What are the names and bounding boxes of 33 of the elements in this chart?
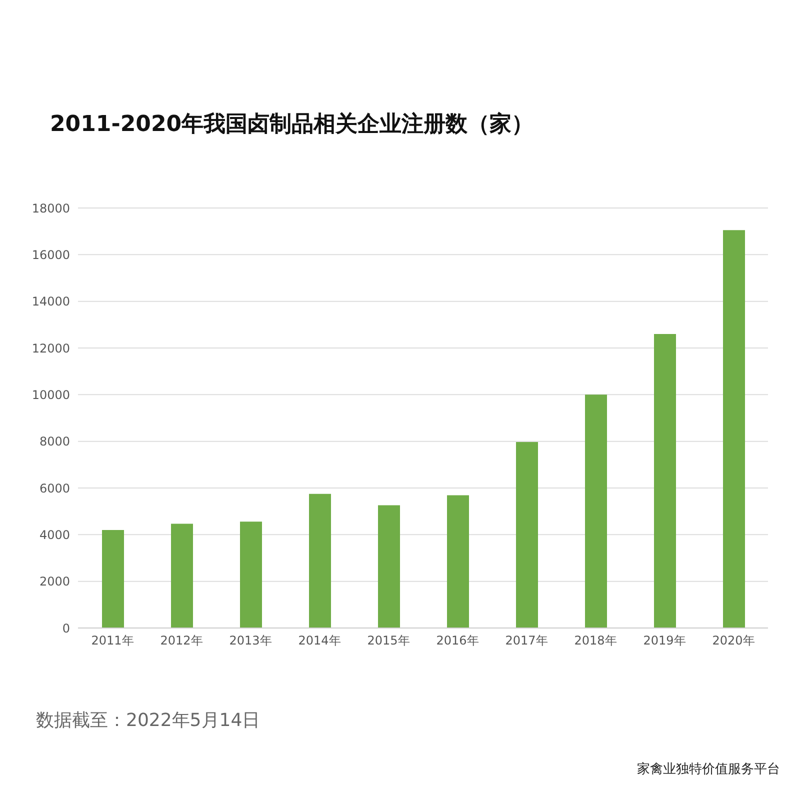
y-tick-label: 12000 bbox=[32, 341, 70, 356]
y-tick-label: 2000 bbox=[39, 574, 70, 589]
bar bbox=[171, 524, 193, 628]
x-tick-label: 2013年 bbox=[229, 634, 272, 648]
bar bbox=[309, 494, 331, 628]
x-tick-label: 2014年 bbox=[298, 634, 341, 648]
y-tick-label: 16000 bbox=[32, 248, 70, 262]
text: 数据截至：2022年5月14日 bbox=[36, 709, 260, 732]
x-tick-label: 2018年 bbox=[574, 634, 617, 648]
bar bbox=[378, 505, 400, 628]
x-tick-label: 2017年 bbox=[505, 634, 548, 648]
y-tick-label: 4000 bbox=[39, 528, 70, 542]
y-tick-label: 8000 bbox=[39, 434, 70, 449]
y-tick-label: 6000 bbox=[39, 481, 70, 496]
bar bbox=[447, 495, 469, 628]
bar bbox=[516, 442, 538, 628]
x-tick-label: 2019年 bbox=[643, 634, 686, 648]
bar bbox=[654, 334, 676, 628]
y-tick-label: 10000 bbox=[32, 388, 70, 402]
x-tick-label: 2020年 bbox=[712, 634, 755, 648]
text: 家禽业独特价值服务平台 bbox=[637, 761, 780, 778]
bar bbox=[240, 522, 262, 628]
bar bbox=[723, 230, 745, 628]
y-tick-label: 0 bbox=[62, 621, 70, 636]
bar bbox=[102, 530, 124, 628]
x-tick-label: 2012年 bbox=[160, 634, 203, 648]
chart-title: 2011-2020年我国卤制品相关企业注册数（家） bbox=[50, 110, 535, 139]
bar bbox=[585, 394, 607, 628]
y-tick-label: 18000 bbox=[32, 201, 70, 216]
y-tick-label: 14000 bbox=[32, 294, 70, 309]
x-tick-label: 2016年 bbox=[436, 634, 479, 648]
x-tick-label: 2011年 bbox=[91, 634, 134, 648]
x-tick-label: 2015年 bbox=[367, 634, 410, 648]
